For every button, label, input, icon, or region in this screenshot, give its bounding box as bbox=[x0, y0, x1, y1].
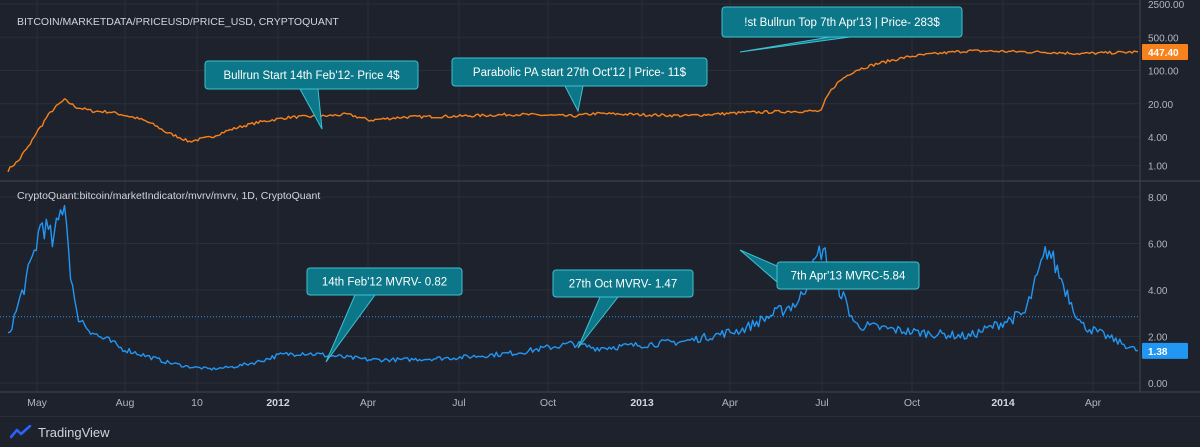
x-tick-label: Apr bbox=[1085, 397, 1102, 409]
chart-svg[interactable]: 1.004.0020.00100.00500.002500.00BITCOIN/… bbox=[0, 0, 1200, 416]
mvrv-annotation-2[interactable]: 27th Oct MVRV- 1.47 bbox=[552, 269, 694, 349]
x-tick-label: Jul bbox=[452, 397, 465, 409]
x-tick-label: 2014 bbox=[991, 397, 1015, 409]
price-y-tick-label: 20.00 bbox=[1148, 100, 1173, 111]
price-annotation-2-box bbox=[451, 57, 708, 87]
x-tick-label: Apr bbox=[360, 397, 377, 409]
mvrv-last-value-badge bbox=[1142, 342, 1188, 359]
price-pane-title: BITCOIN/MARKETDATA/PRICEUSD/PRICE_USD, C… bbox=[17, 16, 339, 28]
price-y-tick-label: 4.00 bbox=[1148, 133, 1168, 144]
mvrv-annotation-3[interactable]: 7th Apr'13 MVRC-5.84 bbox=[739, 249, 920, 290]
tradingview-icon bbox=[10, 425, 32, 439]
mvrv-annotation-1-text: 14th Feb'12 MVRV- 0.82 bbox=[322, 277, 447, 289]
mvrv-annotation-1[interactable]: 14th Feb'12 MVRV- 0.82 bbox=[306, 267, 463, 363]
price-annotation-2[interactable]: Parabolic PA start 27th Oct'12 | Price- … bbox=[451, 57, 708, 113]
x-tick-label: May bbox=[27, 397, 48, 409]
mvrv-y-tick-label: 4.00 bbox=[1148, 286, 1168, 297]
price-y-tick-label: 500.00 bbox=[1148, 33, 1179, 44]
price-annotation-2-pointer bbox=[564, 85, 584, 113]
price-annotation-3-box bbox=[721, 6, 963, 38]
price-annotation-3[interactable]: !st Bullrun Top 7th Apr'13 | Price- 283$ bbox=[721, 6, 963, 53]
brand-name: TradingView bbox=[38, 424, 110, 440]
price-last-value-badge bbox=[1142, 43, 1188, 60]
x-tick-label: Apr bbox=[722, 397, 739, 409]
mvrv-series-line[interactable] bbox=[7, 204, 1139, 371]
mvrv-y-tick-label: 2.00 bbox=[1148, 333, 1168, 344]
x-tick-label: Oct bbox=[540, 397, 556, 409]
footer: TradingView bbox=[0, 416, 1200, 447]
x-tick-label: Jul bbox=[815, 397, 828, 409]
x-tick-label: Aug bbox=[116, 397, 135, 409]
mvrv-pane-title: CryptoQuant:bitcoin/marketIndicator/mvrv… bbox=[17, 190, 320, 202]
mvrv-annotation-2-text: 27th Oct MVRV- 1.47 bbox=[569, 279, 677, 291]
mvrv-annotation-3-text: 7th Apr'13 MVRC-5.84 bbox=[791, 271, 906, 283]
mvrv-annotation-2-pointer bbox=[577, 296, 620, 349]
mvrv-y-tick-label: 8.00 bbox=[1148, 193, 1168, 204]
price-annotation-1-text: Bullrun Start 14th Feb'12- Price 4$ bbox=[223, 70, 400, 82]
mvrv-last-value-label: 1.38 bbox=[1148, 347, 1168, 358]
price-series-line[interactable] bbox=[7, 49, 1139, 173]
mvrv-annotation-2-box bbox=[552, 269, 694, 298]
price-y-tick-label: 1.00 bbox=[1148, 162, 1168, 173]
mvrv-annotation-3-pointer bbox=[739, 249, 778, 284]
x-tick-label: 2012 bbox=[266, 397, 290, 409]
price-annotation-1[interactable]: Bullrun Start 14th Feb'12- Price 4$ bbox=[204, 60, 419, 130]
tradingview-logo[interactable]: TradingView bbox=[10, 425, 110, 440]
price-annotation-1-pointer bbox=[299, 88, 323, 130]
price-y-tick-label: 100.00 bbox=[1148, 67, 1179, 78]
x-tick-label: Oct bbox=[904, 397, 920, 409]
x-tick-label: 2013 bbox=[630, 397, 654, 409]
price-y-tick-label: 2500.00 bbox=[1148, 0, 1185, 11]
price-annotation-1-box bbox=[204, 60, 419, 90]
mvrv-annotation-3-box bbox=[776, 261, 920, 290]
x-tick-label: 10 bbox=[191, 397, 203, 409]
price-annotation-3-text: !st Bullrun Top 7th Apr'13 | Price- 283$ bbox=[744, 17, 940, 29]
mvrv-y-tick-label: 0.00 bbox=[1148, 379, 1168, 390]
mvrv-y-tick-label: 6.00 bbox=[1148, 239, 1168, 250]
mvrv-annotation-1-box bbox=[306, 267, 463, 296]
price-annotation-2-text: Parabolic PA start 27th Oct'12 | Price- … bbox=[473, 67, 687, 79]
price-annotation-3-pointer bbox=[739, 36, 851, 53]
price-last-value-label: 447.40 bbox=[1148, 48, 1179, 59]
